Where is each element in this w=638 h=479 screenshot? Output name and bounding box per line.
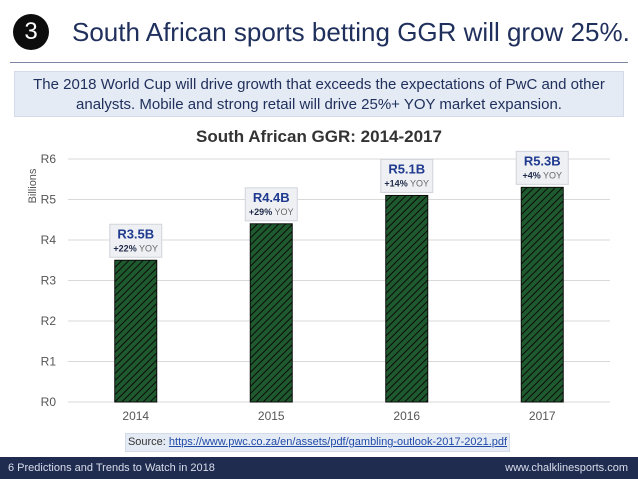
data-label-box — [515, 150, 569, 185]
x-tick-label: 2014 — [122, 409, 149, 423]
footer-presentation-title: 6 Predictions and Trends to Watch in 201… — [8, 462, 215, 474]
bar-2016 — [385, 194, 429, 403]
source-label: Source: — [127, 436, 166, 448]
y-tick-label: R1 — [41, 355, 57, 369]
data-label-value: R3.5B — [117, 226, 154, 241]
data-label-growth: +29% YOY — [249, 207, 294, 217]
slide-number-badge: 3 — [13, 14, 49, 50]
chart-title: South African GGR: 2014-2017 — [196, 127, 442, 146]
bar-2015 — [249, 223, 293, 403]
y-tick-label: R2 — [41, 314, 57, 328]
y-tick-label: R3 — [41, 274, 57, 288]
x-tick-label: 2016 — [393, 409, 420, 423]
chart-area: South African GGR: 2014-2017 Billions R0… — [0, 120, 638, 430]
data-label-value: R5.3B — [524, 153, 561, 168]
x-tick-label: 2015 — [258, 409, 285, 423]
data-label-box — [109, 223, 163, 258]
data-label-value: R4.4B — [253, 190, 290, 205]
source-link[interactable]: https://www.pwc.co.za/en/assets/pdf/gamb… — [168, 436, 508, 448]
bar-2017 — [520, 186, 564, 403]
source-note: Source: https://www.pwc.co.za/en/assets/… — [125, 433, 510, 452]
y-tick-label: R6 — [41, 152, 57, 166]
data-label-growth: +14% YOY — [384, 178, 429, 188]
data-label-value: R5.1B — [388, 161, 425, 176]
ggr-bar-chart: South African GGR: 2014-2017 Billions R0… — [27, 127, 610, 423]
slide-title: South African sports betting GGR will gr… — [72, 17, 630, 47]
data-label-box — [244, 187, 298, 222]
data-label-box — [380, 158, 434, 193]
data-label-growth: +22% YOY — [113, 243, 158, 253]
header-divider — [10, 62, 628, 63]
footer-bar: 6 Predictions and Trends to Watch in 201… — [0, 457, 638, 479]
subtitle-callout: The 2018 World Cup will drive growth tha… — [14, 71, 624, 117]
bar-2014 — [114, 259, 158, 403]
slide-header: 3 South African sports betting GGR will … — [0, 0, 638, 66]
y-tick-label: R0 — [41, 395, 57, 409]
data-label-growth: +4% YOY — [522, 170, 562, 180]
y-axis-label: Billions — [27, 168, 39, 203]
y-tick-label: R5 — [41, 193, 57, 207]
y-tick-label: R4 — [41, 233, 57, 247]
x-tick-label: 2017 — [529, 409, 556, 423]
footer-website[interactable]: www.chalklinesports.com — [505, 462, 628, 474]
